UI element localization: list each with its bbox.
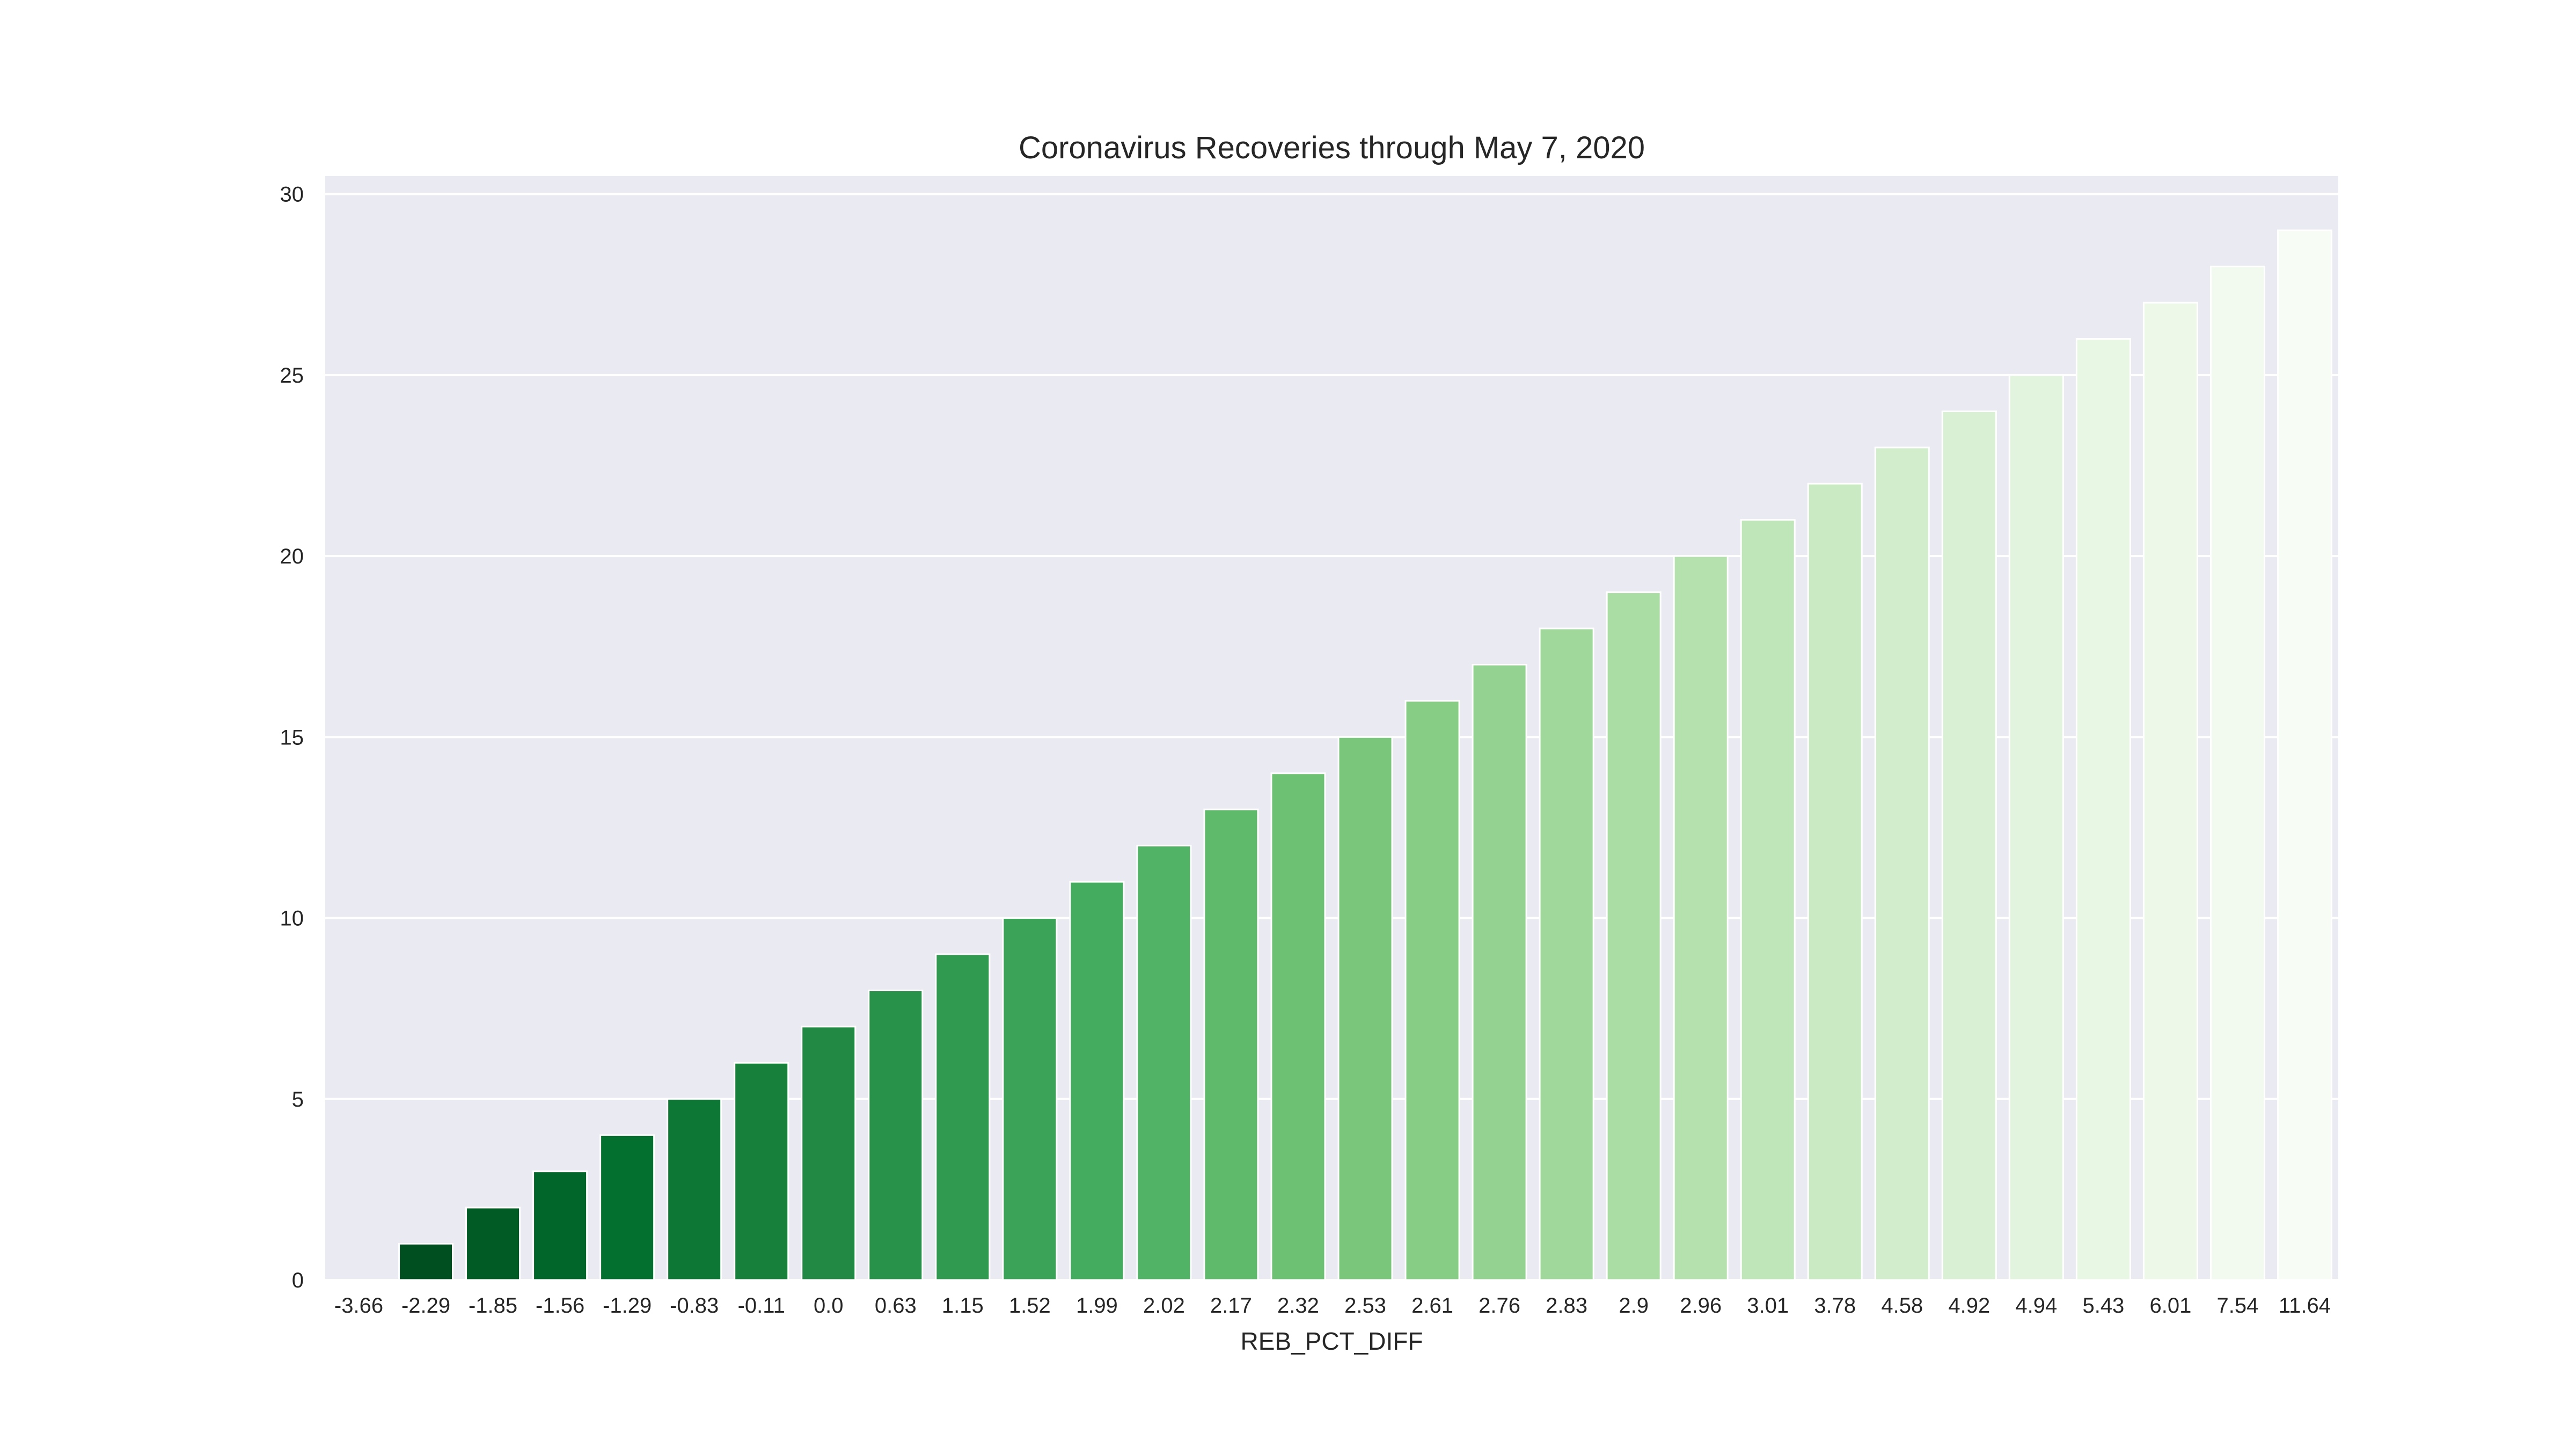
bar [1069, 881, 1125, 1281]
x-tick-label: -1.85 [469, 1294, 517, 1318]
y-tick-label: 10 [280, 907, 304, 931]
bar [1673, 555, 1729, 1281]
x-tick-label: 11.64 [2279, 1294, 2331, 1318]
bars [398, 229, 2332, 1281]
bar [1941, 410, 1997, 1281]
y-tick-label: 15 [280, 726, 304, 749]
x-axis-label: REB_PCT_DIFF [1241, 1327, 1423, 1355]
y-tick-label: 30 [280, 183, 304, 207]
bar [2277, 229, 2332, 1281]
x-tick-label: 6.01 [2149, 1294, 2191, 1318]
bar [1874, 447, 1930, 1281]
chart-title: Coronavirus Recoveries through May 7, 20… [1019, 130, 1645, 165]
bar [1203, 808, 1259, 1281]
x-tick-label: 4.58 [1881, 1294, 1923, 1318]
bar [2209, 266, 2265, 1281]
y-tick-label: 5 [292, 1088, 304, 1111]
x-tick-label: 0.0 [814, 1294, 844, 1318]
y-tick-label: 25 [280, 364, 304, 387]
bar [532, 1170, 588, 1281]
bar [1740, 519, 1796, 1281]
x-tick-label: 3.01 [1747, 1294, 1789, 1318]
x-tick-label: 2.02 [1143, 1294, 1185, 1318]
x-tick-label: -3.66 [334, 1294, 383, 1318]
x-tick-label: 1.15 [942, 1294, 984, 1318]
x-tick-label: 2.96 [1680, 1294, 1722, 1318]
x-tick-label: 2.17 [1210, 1294, 1252, 1318]
x-tick-label: 2.83 [1546, 1294, 1587, 1318]
x-tick-label: -0.83 [670, 1294, 719, 1318]
y-tick-label: 20 [280, 545, 304, 568]
bar [2075, 338, 2131, 1281]
bar [1539, 627, 1594, 1281]
bar [801, 1026, 857, 1281]
x-tick-label: 1.99 [1076, 1294, 1118, 1318]
y-tick-label: 0 [292, 1269, 304, 1292]
bar [1337, 736, 1393, 1281]
bar [1002, 917, 1058, 1281]
bar [935, 953, 991, 1281]
x-tick-label: 5.43 [2082, 1294, 2124, 1318]
x-tick-label: -1.56 [536, 1294, 584, 1318]
x-axis-ticks: -3.66 -2.29 -1.85 -1.56 -1.29 -0.83 -0.11 0.0 0.… [334, 1294, 2331, 1318]
bar [1136, 845, 1192, 1281]
bar [2008, 374, 2064, 1281]
bar [1606, 591, 1662, 1281]
plot-area [325, 176, 2338, 1280]
bar [734, 1062, 789, 1281]
x-tick-label: 1.52 [1009, 1294, 1051, 1318]
gridlines [325, 193, 2338, 1281]
x-tick-label: 3.78 [1814, 1294, 1856, 1318]
x-tick-label: 4.94 [2015, 1294, 2057, 1318]
x-tick-label: 7.54 [2217, 1294, 2259, 1318]
bar [599, 1134, 655, 1281]
bar [465, 1206, 521, 1281]
x-tick-label: 0.63 [875, 1294, 917, 1318]
bar [1404, 700, 1460, 1281]
bar [1807, 482, 1863, 1281]
x-tick-label: 2.61 [1411, 1294, 1453, 1318]
bar [398, 1243, 454, 1281]
x-tick-label: -2.29 [401, 1294, 450, 1318]
x-tick-label: 2.32 [1277, 1294, 1319, 1318]
y-axis-ticks: 0 5 10 15 20 25 30 [280, 183, 304, 1292]
x-tick-label: 2.76 [1479, 1294, 1520, 1318]
bar [868, 989, 924, 1281]
x-tick-label: 2.53 [1344, 1294, 1386, 1318]
bar [1472, 663, 1527, 1281]
x-tick-label: 2.9 [1619, 1294, 1649, 1318]
x-tick-label: 4.92 [1948, 1294, 1990, 1318]
bar [2142, 302, 2198, 1281]
x-tick-label: -1.29 [603, 1294, 652, 1318]
bar [1270, 772, 1326, 1281]
x-tick-label: -0.11 [738, 1294, 785, 1318]
bar [667, 1098, 722, 1281]
